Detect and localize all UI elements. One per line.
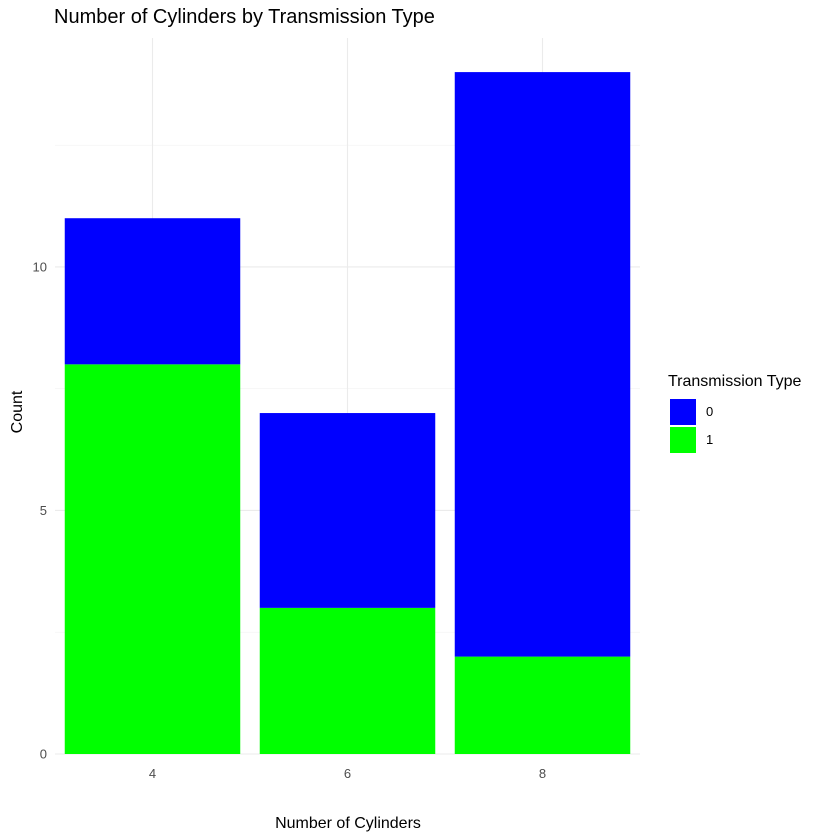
chart-title: Number of Cylinders by Transmission Type [54,6,435,28]
bar-6-am-1 [259,607,436,754]
bar-layer [64,72,631,754]
legend-title: Transmission Type [668,373,801,390]
legend: Transmission Type 01 [668,373,801,453]
bar-4-am-0 [64,218,241,365]
y-tick-label: 10 [33,259,47,274]
y-tick-labels: 0 5 10 [33,259,47,761]
bar-8-am-1 [454,656,631,754]
legend-items: 01 [670,399,713,453]
legend-swatch-1 [670,427,696,453]
legend-label-0: 0 [706,404,713,419]
x-tick-label: 4 [149,766,156,781]
x-tick-labels: 4 6 8 [149,766,546,781]
bar-6-am-0 [259,413,436,608]
x-tick-label: 6 [344,766,351,781]
y-tick-label: 0 [40,747,47,762]
bar-8-am-0 [454,72,631,657]
legend-label-1: 1 [706,432,713,447]
x-axis-title: Number of Cylinders [275,815,421,832]
y-axis-title: Count [9,390,26,433]
x-tick-label: 8 [539,766,546,781]
bar-4-am-1 [64,364,241,754]
legend-swatch-0 [670,399,696,425]
y-tick-label: 5 [40,503,47,518]
